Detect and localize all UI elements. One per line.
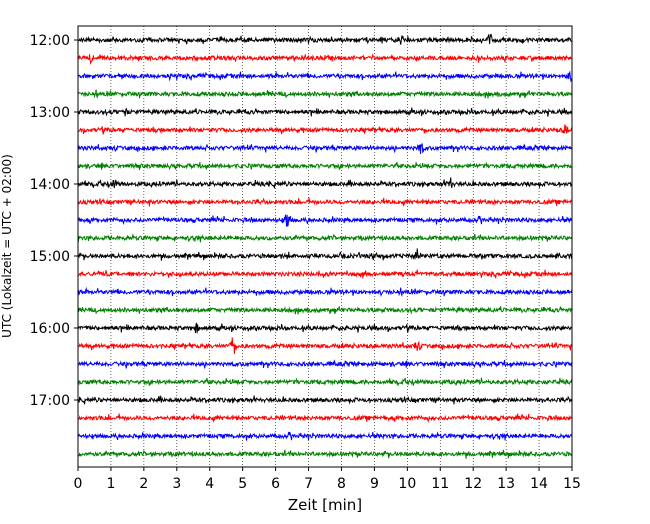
trace-row-1345 [77,161,573,171]
trace-row-1330 [77,143,573,155]
x-tick-label: 12 [464,476,482,492]
y-axis-label: UTC (Lokalzeit = UTC + 02:00) [0,154,14,338]
trace-row-1630 [77,359,573,370]
x-tick-label: 8 [337,476,346,492]
x-tick-label: 4 [205,476,214,492]
x-tick-label: 2 [139,476,148,492]
x-tick-label: 10 [398,476,416,492]
y-tick-label: 15:00 [30,249,70,265]
x-tick-label: 15 [563,476,581,492]
trace-row-1245 [77,89,573,100]
trace-row-1715 [77,413,573,424]
trace-row-1730 [77,431,573,441]
y-tick-label: 12:00 [30,33,70,49]
x-tick-label: 1 [106,476,115,492]
trace-row-1430 [77,214,573,227]
x-tick-label: 7 [304,476,313,492]
x-tick-label: 0 [74,476,83,492]
trace-row-1700 [77,395,573,405]
trace-row-1315 [77,124,573,135]
x-axis-ticks: 0 1 2 3 4 5 6 7 8 9 10 11 12 13 14 15 [74,467,581,492]
trace-row-1415 [77,197,573,207]
trace-row-1600 [77,322,573,334]
x-tick-label: 11 [431,476,449,492]
trace-row-1445 [77,233,573,243]
trace-row-1545 [77,306,573,315]
x-tick-label: 13 [497,476,515,492]
trace-row-1745 [77,449,573,459]
x-tick-label: 6 [271,476,280,492]
trace-row-1215 [77,53,573,66]
trace-row-1515 [77,269,573,279]
x-tick-label: 9 [370,476,379,492]
trace-row-1615 [77,337,573,354]
x-axis-label: Zeit [min] [288,496,362,514]
x-tick-label: 3 [172,476,181,492]
y-tick-label: 17:00 [30,393,70,409]
trace-row-1200 [77,33,573,45]
plot-frame [77,25,573,468]
y-tick-label: 13:00 [30,105,70,121]
traces-layer [77,33,573,459]
y-tick-label: 16:00 [30,321,70,337]
trace-row-1530 [77,286,573,298]
x-tick-label: 5 [238,476,247,492]
trace-row-1300 [77,107,573,117]
trace-row-1500 [77,248,573,261]
x-tick-label: 14 [530,476,548,492]
y-tick-label: 14:00 [30,177,70,193]
trace-row-1230 [77,70,573,83]
trace-row-1400 [77,177,573,189]
trace-row-1645 [77,377,573,386]
y-axis-ticks: 12:00 13:00 14:00 15:00 16:00 17:00 [30,33,78,409]
